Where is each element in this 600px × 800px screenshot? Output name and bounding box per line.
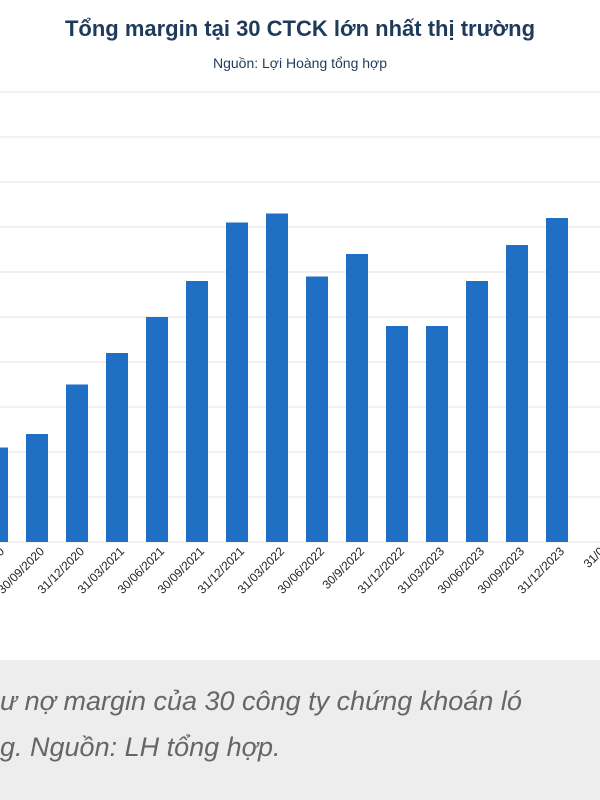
bar <box>0 447 8 542</box>
bar <box>506 245 528 542</box>
bar <box>426 326 448 542</box>
chart-subtitle: Nguồn: Lợi Hoàng tổng hợp <box>213 55 387 71</box>
bar <box>226 222 248 542</box>
bar <box>386 326 408 542</box>
bar <box>146 317 168 542</box>
chart: Tổng margin tại 30 CTCK lớn nhất thị trư… <box>0 16 600 597</box>
x-tick-label: 31/0 <box>581 544 600 571</box>
caption-line: g. Nguồn: LH tổng hợp. <box>0 732 281 762</box>
chart-title: Tổng margin tại 30 CTCK lớn nhất thị trư… <box>65 16 535 41</box>
bar <box>66 384 88 542</box>
bar <box>546 218 568 542</box>
bar <box>26 434 48 542</box>
bar <box>346 254 368 542</box>
bar <box>266 213 288 542</box>
bar <box>306 276 328 542</box>
caption-line: ư nợ margin của 30 công ty chứng khoán l… <box>0 686 522 716</box>
bar <box>186 281 208 542</box>
bar <box>106 353 128 542</box>
bar <box>466 281 488 542</box>
caption: ư nợ margin của 30 công ty chứng khoán l… <box>0 660 600 800</box>
